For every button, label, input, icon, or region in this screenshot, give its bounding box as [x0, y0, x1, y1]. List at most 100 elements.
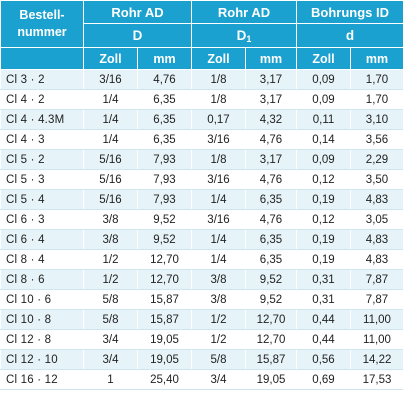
unit-inch-1: Zoll: [83, 47, 138, 70]
cell-tube-od-mm: 6,35: [137, 109, 192, 130]
cell-tube-od1-inch: 1/2: [191, 329, 246, 350]
cell-tube-od-inch: 5/16: [83, 149, 138, 170]
cell-bore-id-mm: 7,87: [350, 269, 403, 290]
cell-tube-od1-inch: 1/8: [191, 149, 246, 170]
cell-order-number: Cl 5 · 4: [0, 189, 84, 210]
cell-tube-od-mm: 7,93: [137, 149, 192, 170]
cell-bore-id-mm: 1,70: [350, 69, 403, 90]
cell-tube-od-mm: 15,87: [137, 289, 192, 310]
cell-tube-od1-mm: 6,35: [245, 189, 297, 210]
cell-bore-id-mm: 11,00: [350, 329, 403, 350]
cell-bore-id-mm: 7,87: [350, 289, 403, 310]
table-row: Cl 4 · 3 1/4 6,35 3/16 4,76 0,14 3,56: [0, 129, 403, 150]
cell-tube-od1-mm: 4,76: [245, 209, 297, 230]
table-row: Cl 6 · 3 3/8 9,52 3/16 4,76 0,12 3,05: [0, 209, 403, 230]
cell-tube-od-inch: 1/2: [83, 249, 138, 270]
cell-tube-od1-inch: 3/16: [191, 209, 246, 230]
header-tube-od-1: Rohr AD: [191, 0, 297, 24]
cell-bore-id-inch: 0,44: [296, 329, 351, 350]
cell-tube-od-mm: 9,52: [137, 209, 192, 230]
cell-tube-od1-mm: 3,17: [245, 69, 297, 90]
cell-bore-id-inch: 0,31: [296, 269, 351, 290]
cell-bore-id-inch: 0,09: [296, 89, 351, 110]
cell-tube-od-inch: 3/8: [83, 209, 138, 230]
unit-inch-2: Zoll: [191, 47, 246, 70]
unit-mm-1: mm: [137, 47, 192, 70]
table-row: Cl 10 · 6 5/8 15,87 3/8 9,52 0,31 7,87: [0, 289, 403, 310]
cell-order-number: Cl 4 · 2: [0, 89, 84, 110]
cell-tube-od1-inch: 5/8: [191, 349, 246, 370]
cell-bore-id-mm: 4,83: [350, 229, 403, 250]
cell-bore-id-inch: 0,12: [296, 209, 351, 230]
unit-mm-2: mm: [245, 47, 297, 70]
table-row: Cl 8 · 6 1/2 12,70 3/8 9,52 0,31 7,87: [0, 269, 403, 290]
cell-tube-od-inch: 5/8: [83, 309, 138, 330]
cell-tube-od1-mm: 9,52: [245, 269, 297, 290]
cell-order-number: Cl 12 · 10: [0, 349, 84, 370]
cell-tube-od1-inch: 3/8: [191, 269, 246, 290]
table-row: Cl 5 · 4 5/16 7,93 1/4 6,35 0,19 4,83: [0, 189, 403, 210]
symbol-d-outer: D: [83, 23, 192, 48]
table-row: Cl 12 · 8 3/4 19,05 1/2 12,70 0,44 11,00: [0, 329, 403, 350]
cell-bore-id-inch: 0,44: [296, 309, 351, 330]
symbol-d-inner: d: [296, 23, 403, 48]
cell-order-number: Cl 8 · 4: [0, 249, 84, 270]
unit-inch-3: Zoll: [296, 47, 351, 70]
cell-tube-od1-mm: 6,35: [245, 229, 297, 250]
cell-tube-od1-mm: 6,35: [245, 249, 297, 270]
order-number-line2: nummer: [17, 25, 67, 39]
cell-tube-od1-inch: 3/16: [191, 129, 246, 150]
table-row: Cl 4 · 2 1/4 6,35 1/8 3,17 0,09 1,70: [0, 89, 403, 110]
cell-order-number: Cl 4 · 4.3M: [0, 109, 84, 130]
cell-bore-id-inch: 0,19: [296, 249, 351, 270]
cell-order-number: Cl 12 · 8: [0, 329, 84, 350]
cell-tube-od-inch: 5/8: [83, 289, 138, 310]
header-row-groups: Bestell- nummer Rohr AD Rohr AD Bohrungs…: [0, 0, 403, 48]
cell-tube-od-inch: 1: [83, 369, 138, 390]
unit-spacer: [0, 47, 84, 70]
cell-tube-od1-inch: 3/16: [191, 169, 246, 190]
cell-bore-id-mm: 17,53: [350, 369, 403, 390]
cell-order-number: Cl 5 · 3: [0, 169, 84, 190]
header-order-number: Bestell- nummer: [0, 0, 84, 48]
cell-tube-od-mm: 12,70: [137, 249, 192, 270]
cell-tube-od-mm: 7,93: [137, 169, 192, 190]
table-row: Cl 5 · 2 5/16 7,93 1/8 3,17 0,09 2,29: [0, 149, 403, 170]
cell-bore-id-mm: 11,00: [350, 309, 403, 330]
table-row: Cl 6 · 4 3/8 9,52 1/4 6,35 0,19 4,83: [0, 229, 403, 250]
cell-tube-od-mm: 4,76: [137, 69, 192, 90]
cell-bore-id-mm: 3,56: [350, 129, 403, 150]
cell-order-number: Cl 16 · 12: [0, 369, 84, 390]
cell-tube-od1-inch: 1/8: [191, 89, 246, 110]
cell-bore-id-mm: 14,22: [350, 349, 403, 370]
cell-tube-od1-mm: 9,52: [245, 289, 297, 310]
cell-tube-od1-inch: 3/4: [191, 369, 246, 390]
cell-tube-od-inch: 1/4: [83, 109, 138, 130]
cell-bore-id-inch: 0,09: [296, 69, 351, 90]
cell-tube-od1-mm: 12,70: [245, 329, 297, 350]
cell-bore-id-inch: 0,31: [296, 289, 351, 310]
cell-tube-od-mm: 15,87: [137, 309, 192, 330]
cell-tube-od1-mm: 4,76: [245, 169, 297, 190]
cell-bore-id-inch: 0,19: [296, 229, 351, 250]
cell-tube-od1-inch: 0,17: [191, 109, 246, 130]
cell-tube-od-mm: 7,93: [137, 189, 192, 210]
cell-tube-od-mm: 19,05: [137, 329, 192, 350]
cell-tube-od1-inch: 1/4: [191, 229, 246, 250]
table-row: Cl 12 · 10 3/4 19,05 5/8 15,87 0,56 14,22: [0, 349, 403, 370]
cell-order-number: Cl 5 · 2: [0, 149, 84, 170]
header-row-symbols: D D1 d: [1, 23, 403, 48]
cell-bore-id-mm: 3,50: [350, 169, 403, 190]
table-row: Cl 8 · 4 1/2 12,70 1/4 6,35 0,19 4,83: [0, 249, 403, 270]
cell-tube-od1-inch: 3/8: [191, 289, 246, 310]
cell-tube-od-mm: 6,35: [137, 129, 192, 150]
cell-bore-id-inch: 0,56: [296, 349, 351, 370]
cell-tube-od-inch: 1/4: [83, 89, 138, 110]
header-row-units: Zoll mm Zoll mm Zoll mm: [0, 47, 403, 70]
cell-order-number: Cl 6 · 3: [0, 209, 84, 230]
cell-tube-od1-inch: 1/4: [191, 249, 246, 270]
symbol-d1-base: D: [236, 27, 247, 43]
cell-tube-od1-mm: 4,32: [245, 109, 297, 130]
header-tube-od: Rohr AD: [83, 0, 192, 24]
